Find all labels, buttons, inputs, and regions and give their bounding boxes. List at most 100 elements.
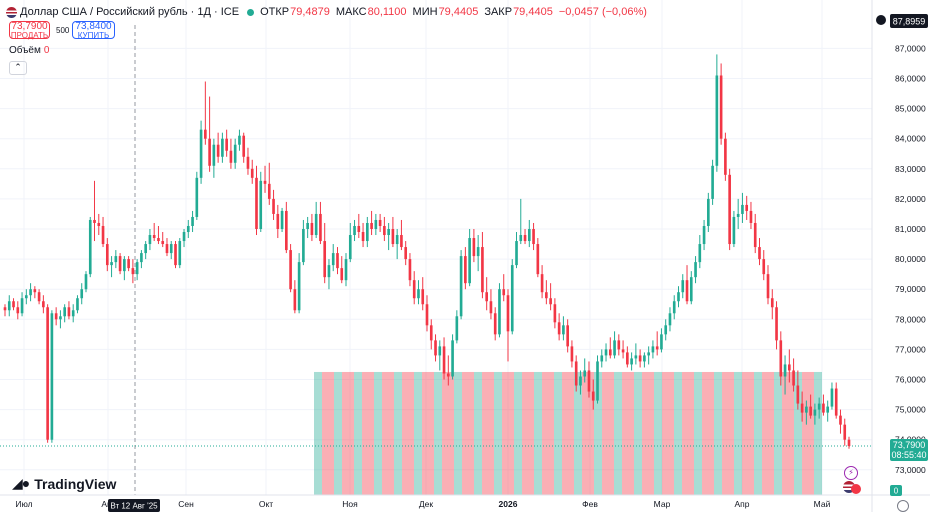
volume-profile-bar	[482, 371, 486, 495]
symbol-title[interactable]: Доллар США / Российский рубль · 1Д · ICE	[20, 6, 240, 18]
volume-profile-bar	[494, 371, 498, 495]
settings-gear-icon[interactable]	[897, 500, 909, 512]
candle-body	[664, 325, 668, 335]
candle-body	[626, 352, 629, 365]
candle-body	[796, 385, 800, 404]
buy-button[interactable]: 73,8400 КУПИТЬ	[72, 21, 115, 40]
volume-profile-bar	[334, 371, 338, 495]
volume-profile-bar	[386, 371, 390, 495]
volume-profile-bar	[370, 371, 374, 495]
candle-body	[536, 244, 540, 275]
spread-value: 500	[56, 26, 70, 35]
volume-profile-bar	[790, 371, 794, 495]
candle-body	[93, 219, 96, 223]
event-marker-icon[interactable]	[851, 484, 861, 494]
candle-body	[583, 370, 587, 377]
time-tick-label: Апр	[735, 499, 750, 509]
candle-body	[366, 222, 369, 242]
volume-profile-bar	[674, 371, 678, 495]
volume-axis-label: 0	[894, 487, 899, 496]
close-label: ЗАКР	[484, 6, 513, 18]
volume-profile-bar	[750, 371, 754, 495]
volume-profile-bar	[434, 371, 438, 495]
volume-profile-bar	[350, 371, 354, 495]
candle-body	[464, 256, 467, 284]
candle-body	[212, 144, 216, 166]
candle-body	[446, 373, 450, 377]
collapse-legend-button[interactable]: ⌃	[9, 61, 27, 75]
candle-body	[515, 241, 518, 266]
price-axis[interactable]: 87,0000 86,0000 85,0000 84,0000 83,0000 82,00…	[895, 43, 926, 474]
candle-body	[732, 216, 736, 245]
volume-profile-bar	[478, 371, 482, 495]
candle-body	[289, 250, 292, 290]
candle-body	[813, 409, 817, 416]
candle-body	[118, 256, 122, 272]
volume-profile-bar	[742, 371, 746, 495]
tradingview-logo[interactable]: ◢● TradingView	[12, 475, 116, 492]
high-label: МАКС	[335, 6, 367, 18]
time-tick-label: Май	[814, 499, 831, 509]
candle-body	[689, 277, 693, 302]
last-price-label: 73,7900	[893, 440, 926, 450]
candle-body	[127, 259, 130, 269]
volume-profile-bar	[542, 371, 546, 495]
volume-profile-bar	[318, 371, 322, 495]
candle-body	[421, 289, 425, 305]
price-tick-label: 80,0000	[895, 254, 926, 264]
candle-body	[570, 346, 574, 362]
candle-body	[442, 346, 446, 374]
candle-body	[221, 138, 224, 157]
candle-body	[459, 256, 463, 317]
candle-body	[229, 150, 233, 163]
volume-profile-bar	[486, 371, 490, 495]
add-alert-icon[interactable]	[876, 15, 886, 25]
candle-body	[169, 244, 173, 254]
candle-body	[204, 129, 207, 139]
volume-profile-bar	[410, 371, 414, 495]
candle-body	[7, 301, 11, 311]
candle-body	[267, 183, 271, 199]
candle-body	[37, 292, 41, 302]
candle-body	[566, 325, 569, 347]
price-tick-label: 75,0000	[895, 405, 926, 415]
candle-body	[672, 301, 676, 314]
candle-body	[110, 262, 113, 266]
price-tick-label: 82,0000	[895, 194, 926, 204]
volume-profile-bar	[614, 371, 618, 495]
volume-legend[interactable]: Объём 0	[9, 45, 49, 56]
volume-profile-bar	[554, 371, 558, 495]
candle-body	[395, 235, 399, 245]
countdown-label: 08:55:40	[891, 450, 926, 460]
candle-body	[114, 256, 118, 263]
candle-body	[847, 439, 851, 447]
volume-profile-bar	[678, 371, 682, 495]
candle-body	[59, 316, 62, 320]
volume-profile-bar	[398, 371, 402, 495]
lightning-event-icon[interactable]: ⚡	[844, 466, 858, 480]
candle-body	[285, 210, 288, 251]
candle-body	[297, 262, 301, 311]
volume-profile-bar	[354, 371, 358, 495]
time-tick-label: Сен	[178, 499, 194, 509]
volume-profile-bar	[550, 371, 554, 495]
sell-button[interactable]: 73,7900 ПРОДАТЬ	[9, 21, 50, 40]
time-tick-label: Фев	[582, 499, 598, 509]
candle-body	[655, 346, 659, 350]
top-price-label: 87,8959	[893, 17, 926, 27]
brand-name: TradingView	[34, 475, 117, 492]
candle-body	[707, 198, 710, 226]
candle-body	[208, 138, 211, 166]
candle-body	[63, 307, 66, 317]
volume-profile-bar	[778, 371, 782, 495]
candle-body	[263, 180, 267, 184]
candle-body	[485, 292, 488, 302]
candle-body	[510, 265, 514, 332]
candle-body	[340, 268, 344, 281]
volume-profile-bar	[762, 371, 766, 495]
volume-profile-bar	[734, 371, 738, 495]
candle-body	[88, 219, 92, 275]
candle-body	[472, 238, 476, 257]
volume-profile-bar	[726, 371, 730, 495]
